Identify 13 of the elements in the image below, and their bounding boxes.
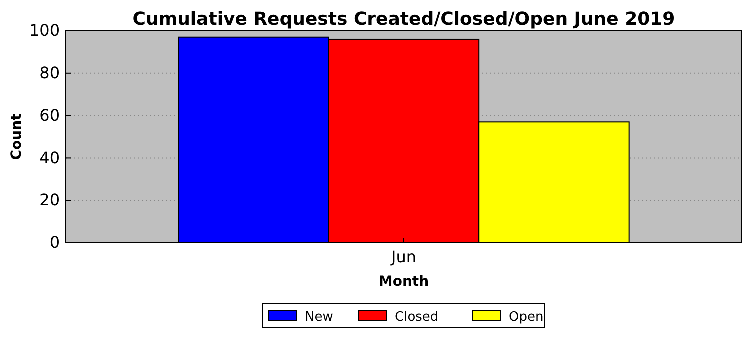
y-tick-label: 80 — [40, 64, 60, 83]
y-tick-label: 20 — [40, 190, 60, 210]
legend-label: New — [305, 310, 334, 325]
y-axis-title: Count — [9, 113, 25, 160]
y-tick-label: 40 — [40, 148, 60, 168]
chart-title: Cumulative Requests Created/Closed/Open June 2019 — [132, 9, 676, 30]
legend-label: Open — [509, 310, 544, 325]
x-axis-title: Month — [378, 274, 430, 290]
x-tick-label: Jun — [390, 247, 416, 266]
y-tick-label: 0 — [50, 233, 60, 252]
y-tick-label: 60 — [40, 106, 60, 125]
legend-label: Closed — [395, 310, 439, 325]
y-tick-label: 100 — [29, 21, 60, 40]
